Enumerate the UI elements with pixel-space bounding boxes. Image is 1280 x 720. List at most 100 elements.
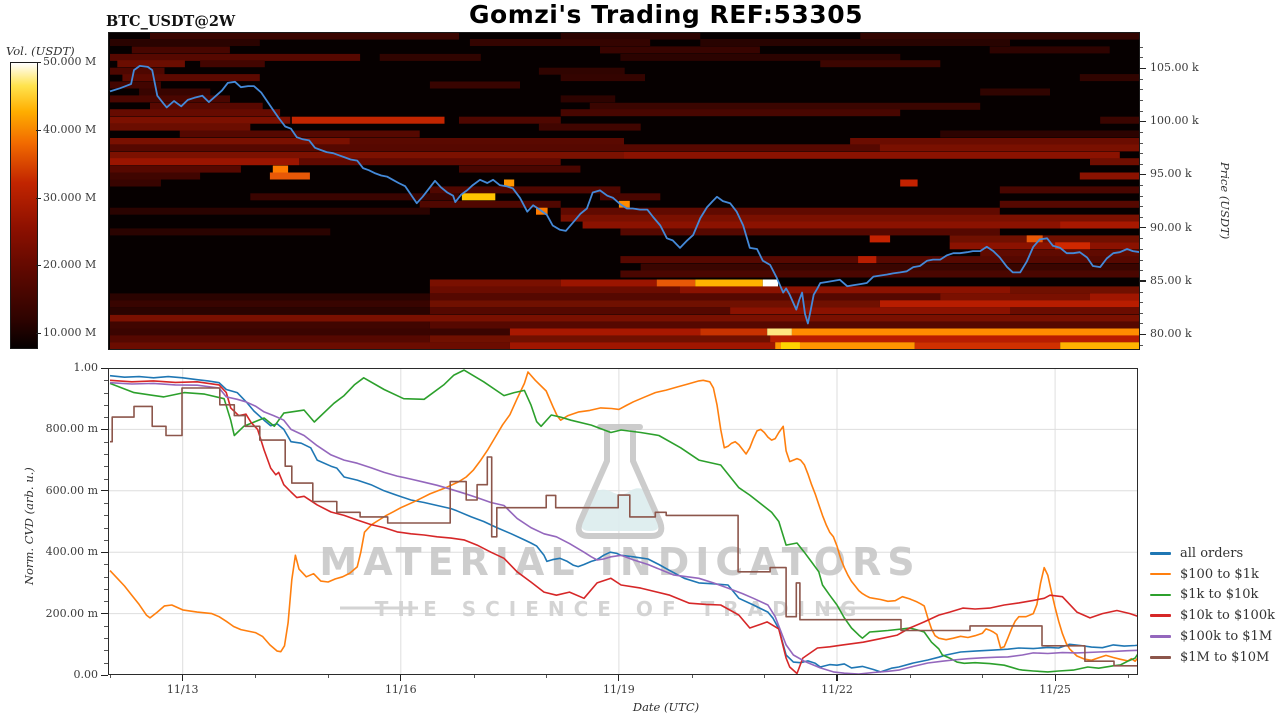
watermark-name: MATERIAL INDICATORS [319, 540, 920, 584]
volume-band [775, 342, 915, 350]
cvd-y-minor-tick [104, 662, 108, 664]
legend-item: $1k to $10k [1150, 585, 1275, 606]
volume-band [110, 165, 241, 173]
volume-band [850, 138, 1143, 145]
legend-label: $100 to $1k [1180, 566, 1259, 582]
volume-band [110, 116, 291, 124]
legend: all orders $100 to $1k $1k to $10k $10k to … [1150, 543, 1275, 668]
cvd-y-major-tick [101, 551, 108, 553]
volume-band [110, 179, 161, 187]
volume-band [110, 144, 1143, 152]
cvd-chart-panel: MATERIAL INDICATORS THE SCIENCE OF TRADI… [108, 367, 1143, 679]
price-major-tick [1140, 173, 1146, 176]
liquidity-heatmap-panel [108, 32, 1143, 354]
cvd-y-minor-tick [104, 638, 108, 640]
price-minor-tick [1140, 142, 1143, 144]
volume-band [860, 32, 1143, 40]
volume-band [110, 328, 510, 336]
cvd-x-tick-label: 11/22 [821, 683, 853, 696]
volume-band [620, 53, 901, 61]
volume-band [110, 123, 251, 131]
volume-band [538, 123, 641, 131]
volume-band [110, 228, 331, 236]
price-tick-label: 95.00 k [1150, 167, 1192, 181]
price-tick-label: 90.00 k [1150, 220, 1192, 234]
cvd-x-minor-tick [691, 675, 693, 678]
cvd-series-lines [109, 369, 1143, 675]
volume-band [560, 95, 616, 103]
colorbar-tick-label: 50.000 M [43, 55, 97, 68]
volume-band [900, 179, 918, 187]
volume-band [582, 221, 1143, 229]
volume-band [940, 293, 1090, 301]
volume-band [1060, 342, 1143, 350]
price-minor-tick [1140, 302, 1143, 304]
cvd-x-minor-tick [473, 675, 475, 678]
price-minor-tick [1140, 238, 1143, 240]
volume-band [560, 74, 645, 82]
cvd-x-major-tick [182, 675, 184, 681]
volume-band [560, 207, 1000, 215]
cvd-x-axis-title: Date (UTC) [632, 700, 700, 714]
cvd-x-minor-tick [909, 675, 911, 678]
volume-band [110, 314, 1143, 322]
volume-band [179, 130, 420, 138]
cvd-border [108, 368, 1138, 675]
volume-band [110, 95, 230, 103]
cvd-y-minor-tick [104, 453, 108, 455]
price-minor-tick [1140, 57, 1143, 59]
legend-label: all orders [1180, 545, 1244, 561]
volume-band [504, 179, 515, 187]
legend-item: $100k to $1M [1150, 626, 1275, 647]
volume-band [730, 307, 1010, 315]
price-minor-tick [1140, 110, 1143, 112]
cvd-y-major-tick [101, 428, 108, 431]
legend-line-swatch [1150, 593, 1171, 597]
colorbar-tick [36, 197, 41, 199]
volume-band [538, 67, 625, 75]
volume-band [110, 300, 430, 308]
cvd-y-minor-tick [104, 417, 108, 419]
price-minor-tick [1140, 99, 1143, 101]
price-minor-tick [1140, 259, 1143, 261]
volume-band [459, 116, 561, 124]
volume-band [560, 32, 701, 40]
colorbar-tick [36, 61, 41, 63]
legend-item: all orders [1150, 543, 1275, 564]
cvd-y-minor-tick [104, 564, 108, 566]
price-major-tick [1140, 333, 1146, 335]
volume-band [1090, 293, 1143, 301]
colorbar-tick [36, 264, 41, 266]
cvd-x-major-tick [1054, 675, 1056, 681]
volume-band [379, 53, 481, 61]
cvd-y-minor-tick [104, 515, 108, 517]
volume-band [1079, 172, 1143, 180]
volume-band [940, 130, 1143, 138]
price-minor-tick [1140, 291, 1143, 293]
cvd-y-minor-tick [104, 650, 108, 652]
price-minor-tick [1140, 195, 1143, 197]
volume-band [110, 342, 510, 350]
colorbar-tick [36, 129, 41, 131]
price-minor-tick [1140, 217, 1143, 219]
volume-band [589, 102, 981, 110]
volume-band [879, 144, 1143, 152]
volume-band [700, 328, 768, 336]
cvd-x-minor-tick [110, 675, 111, 678]
cvd-x-tick-label: 11/25 [1039, 683, 1071, 696]
colorbar-title: Vol. (USDT) [6, 44, 75, 58]
legend-line-swatch [1150, 656, 1171, 659]
flask-liquid [581, 488, 659, 531]
volume-band [110, 151, 624, 159]
volume-band [509, 328, 701, 336]
volume-band [624, 151, 1120, 159]
volume-band [469, 39, 651, 46]
cvd-y-tick-label: 600.00 m [45, 483, 98, 497]
pair-timeframe-label: BTC_USDT@2W [106, 13, 236, 30]
price-minor-tick [1140, 270, 1143, 272]
legend-label: $1M to $10M [1180, 649, 1270, 665]
legend-item: $1M to $10M [1150, 647, 1275, 668]
volume-band [1026, 235, 1043, 243]
cvd-y-minor-tick [104, 589, 108, 591]
volume-band [110, 81, 161, 89]
